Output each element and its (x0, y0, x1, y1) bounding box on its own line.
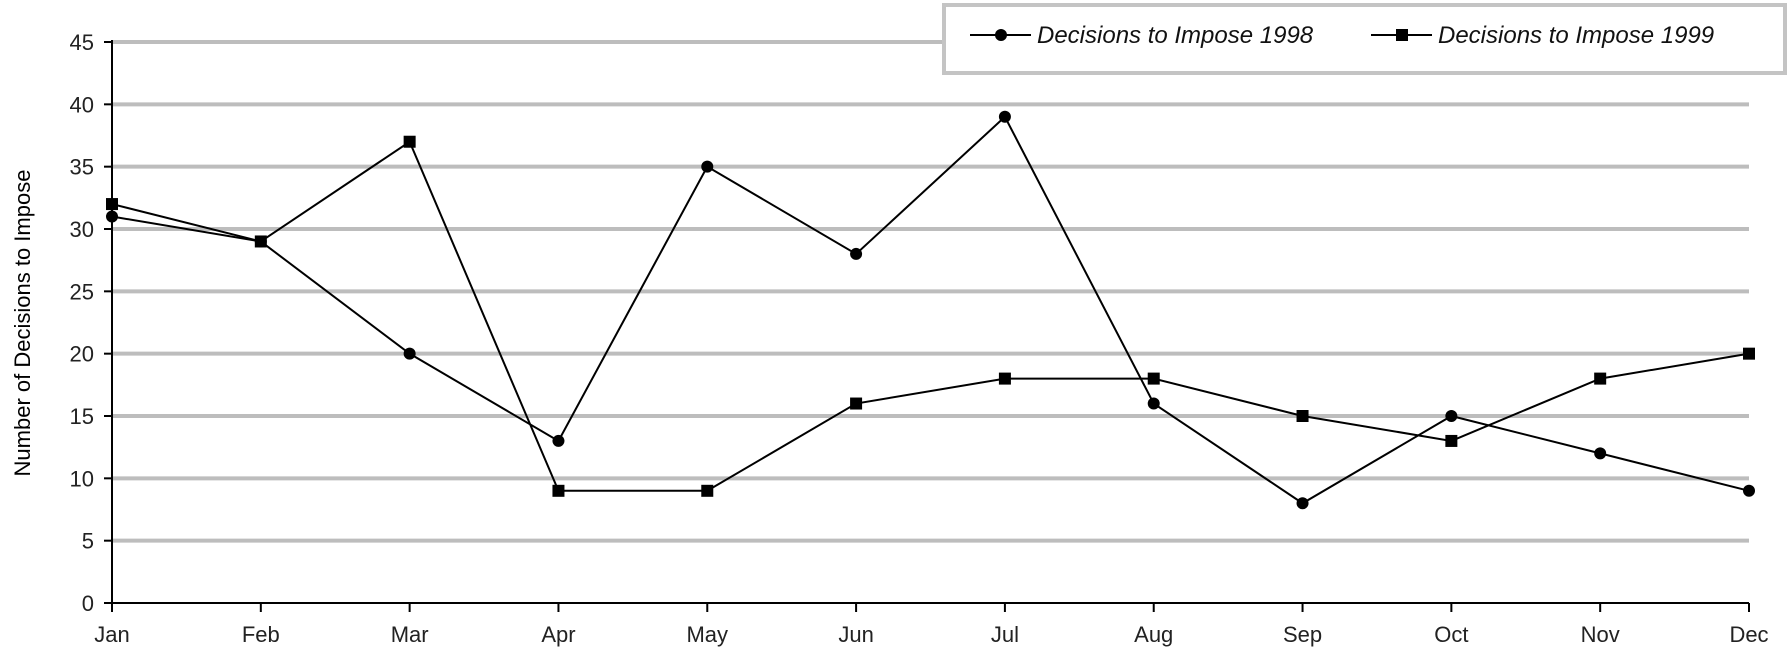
x-tick-label: Jan (94, 622, 129, 647)
y-tick-label: 25 (70, 279, 94, 304)
legend-square-marker (1396, 29, 1408, 41)
data-point-square (254, 235, 267, 248)
x-tick-label: Dec (1729, 622, 1768, 647)
data-point-circle (1296, 497, 1309, 510)
y-tick-label: 45 (70, 30, 94, 55)
x-tick-label: Sep (1283, 622, 1322, 647)
series-line (111, 140, 1750, 492)
y-tick-label: 15 (70, 404, 94, 429)
x-tick-label: Apr (541, 622, 575, 647)
data-point-circle (1445, 410, 1458, 422)
data-point-square (1594, 372, 1607, 385)
data-point-circle (403, 347, 416, 360)
legend-label-1998: Decisions to Impose 1998 (1037, 22, 1314, 49)
data-point-circle (552, 434, 565, 447)
y-tick-label: 0 (82, 591, 94, 616)
data-point-circle (1147, 397, 1160, 410)
gridlines (112, 40, 1749, 543)
data-point-square (1445, 434, 1458, 447)
data-point-square (850, 397, 863, 410)
y-tick-label: 40 (70, 92, 94, 117)
data-point-circle (106, 210, 118, 223)
y-axis-title: Number of Decisions to Impose (10, 170, 35, 477)
y-tick-label: 20 (70, 342, 94, 367)
x-tick-label: Mar (391, 622, 429, 647)
data-point-square (1147, 372, 1160, 385)
data-point-circle (701, 160, 714, 173)
data-point-square (1743, 347, 1755, 360)
data-point-circle (998, 110, 1011, 123)
data-point-square (1296, 410, 1309, 422)
data-point-circle (1594, 447, 1607, 460)
legend-label-1999: Decisions to Impose 1999 (1438, 22, 1714, 49)
legend-circle-marker (995, 29, 1007, 41)
x-tick-label: Jul (991, 622, 1019, 647)
data-point-square (106, 198, 118, 211)
x-tick-label: Nov (1581, 622, 1620, 647)
y-tick-label: 35 (70, 155, 94, 180)
x-tick-label: Aug (1134, 622, 1173, 647)
data-point-square (552, 484, 565, 497)
x-tick-label: May (686, 622, 728, 647)
x-tick-label: Feb (242, 622, 280, 647)
legend-box (942, 3, 1787, 75)
x-tick-label: Oct (1434, 622, 1468, 647)
legend-item-1998: Decisions to Impose 1998 (970, 22, 1314, 49)
legend-item-1999: Decisions to Impose 1999 (1371, 22, 1714, 49)
series-line (111, 115, 1750, 505)
legend: Decisions to Impose 1998 Decisions to Im… (942, 3, 1787, 75)
y-tick-label: 10 (70, 466, 94, 491)
series-group (106, 110, 1755, 510)
data-point-square (701, 484, 714, 497)
data-point-square (403, 135, 416, 148)
y-tick-label: 30 (70, 217, 94, 242)
data-point-square (998, 372, 1011, 385)
data-point-circle (1743, 484, 1755, 497)
series-1 (106, 110, 1755, 510)
axes: 0 5 10 15 20 25 30 35 40 45 Jan Feb Mar Apr May Jun Jul A… (70, 30, 1769, 647)
data-point-circle (850, 247, 863, 260)
x-tick-label: Jun (838, 622, 873, 647)
y-tick-label: 5 (82, 529, 94, 554)
series-2 (106, 135, 1755, 497)
